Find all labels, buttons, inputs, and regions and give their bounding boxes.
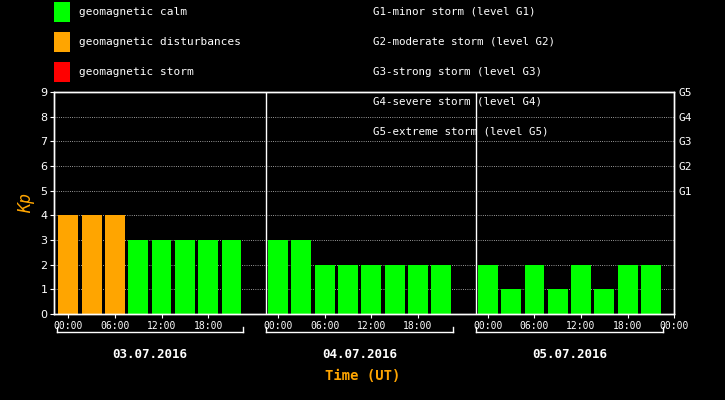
Text: geomagnetic storm: geomagnetic storm <box>79 67 194 77</box>
Text: G3-strong storm (level G3): G3-strong storm (level G3) <box>373 67 542 77</box>
Bar <box>128 240 148 314</box>
Bar <box>338 265 358 314</box>
Bar <box>105 215 125 314</box>
Bar <box>315 265 335 314</box>
Text: G4-severe storm (level G4): G4-severe storm (level G4) <box>373 97 542 107</box>
Bar <box>59 215 78 314</box>
Bar <box>291 240 311 314</box>
Text: 05.07.2016: 05.07.2016 <box>532 348 607 360</box>
Bar <box>431 265 451 314</box>
Bar <box>478 265 498 314</box>
Bar <box>618 265 637 314</box>
Bar <box>385 265 405 314</box>
Y-axis label: Kp: Kp <box>17 193 35 213</box>
Bar <box>641 265 661 314</box>
Bar <box>571 265 591 314</box>
Text: 04.07.2016: 04.07.2016 <box>322 348 397 360</box>
Bar <box>524 265 544 314</box>
Text: G2-moderate storm (level G2): G2-moderate storm (level G2) <box>373 37 555 47</box>
Bar <box>268 240 288 314</box>
Bar <box>548 289 568 314</box>
Text: G5-extreme storm (level G5): G5-extreme storm (level G5) <box>373 127 549 137</box>
Text: Time (UT): Time (UT) <box>325 369 400 383</box>
Text: 03.07.2016: 03.07.2016 <box>112 348 188 360</box>
Bar <box>501 289 521 314</box>
Text: G1-minor storm (level G1): G1-minor storm (level G1) <box>373 7 536 17</box>
Text: geomagnetic disturbances: geomagnetic disturbances <box>79 37 241 47</box>
Bar <box>175 240 195 314</box>
Text: geomagnetic calm: geomagnetic calm <box>79 7 187 17</box>
Bar <box>82 215 102 314</box>
Bar <box>594 289 614 314</box>
Bar <box>152 240 172 314</box>
Bar <box>198 240 218 314</box>
Bar <box>408 265 428 314</box>
Bar <box>222 240 241 314</box>
Bar <box>361 265 381 314</box>
